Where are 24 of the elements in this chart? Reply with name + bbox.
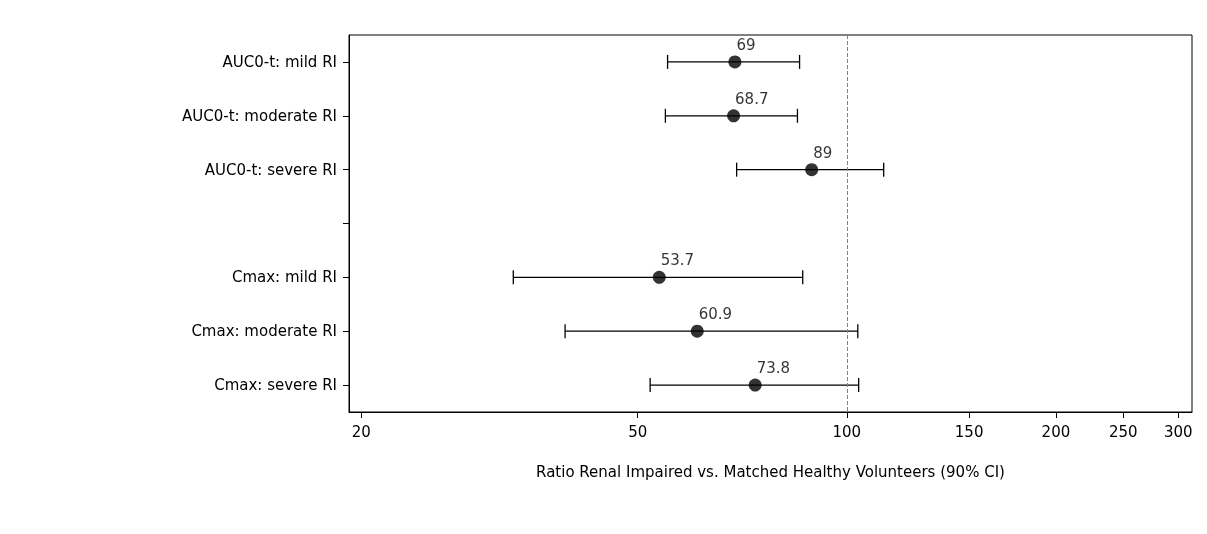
- point: [748, 378, 762, 392]
- data-label: 60.9: [698, 305, 733, 324]
- data-label: 69: [736, 35, 756, 54]
- y-tick-label: AUC0-t: moderate RI: [182, 106, 337, 125]
- point: [690, 324, 704, 338]
- x-tick-label: 150: [954, 422, 984, 441]
- x-tick-label: 50: [628, 422, 648, 441]
- x-tick-label: 20: [351, 422, 371, 441]
- data-label: 89: [813, 143, 833, 162]
- y-tick-label: Cmax: moderate RI: [191, 322, 337, 341]
- data-label: 73.8: [756, 359, 791, 378]
- data-label: 53.7: [660, 251, 695, 270]
- x-tick-label: 200: [1041, 422, 1071, 441]
- y-tick-label: AUC0-t: severe RI: [204, 160, 337, 179]
- y-tick-label: Cmax: severe RI: [214, 376, 337, 395]
- y-tick-label: AUC0-t: mild RI: [222, 52, 337, 71]
- data-label: 68.7: [735, 89, 769, 108]
- x-tick-label: 300: [1163, 422, 1193, 441]
- x-axis-title: Ratio Renal Impaired vs. Matched Healthy Volunteers (90% CI): [536, 462, 1005, 481]
- y-tick-label: Cmax: mild RI: [231, 268, 337, 287]
- point: [727, 109, 741, 123]
- x-tick-label: 100: [832, 422, 862, 441]
- x-tick-label: 250: [1108, 422, 1138, 441]
- point: [728, 55, 742, 69]
